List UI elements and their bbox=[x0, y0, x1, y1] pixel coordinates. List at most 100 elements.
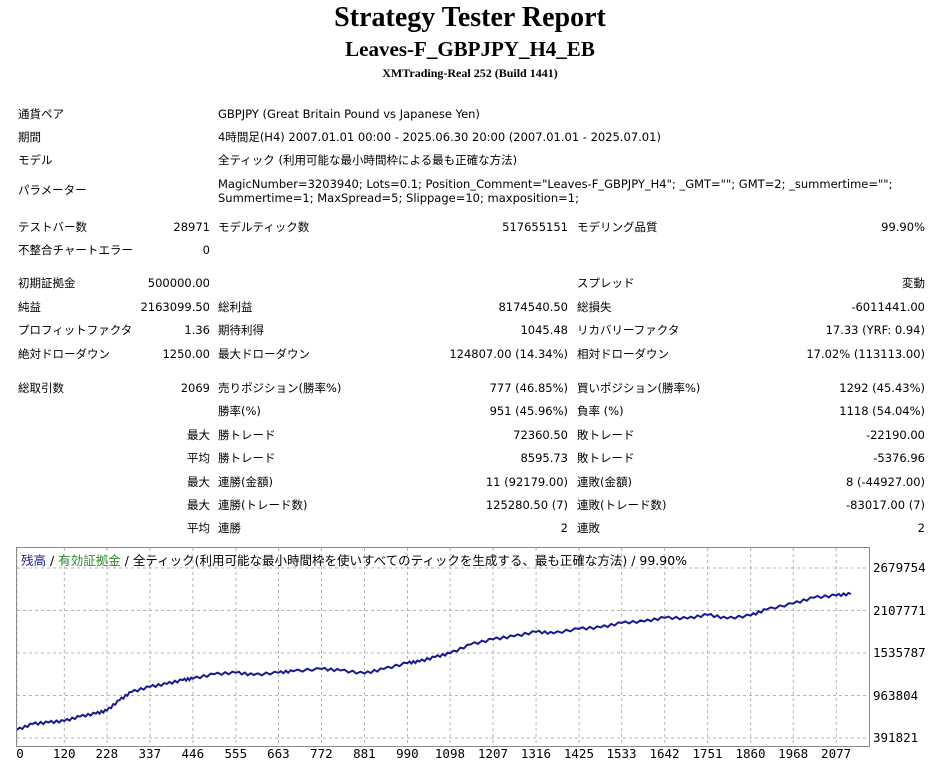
x-tick-label: 2077 bbox=[821, 746, 852, 761]
avg-label-1: 平均 bbox=[187, 451, 210, 465]
recovery-factor-value: 17.33 (YRF: 0.94) bbox=[825, 323, 925, 337]
average-win-value: 8595.73 bbox=[520, 451, 568, 465]
net-profit-label: 純益 bbox=[18, 300, 41, 314]
y-tick-label: 963804 bbox=[873, 687, 919, 703]
x-tick-label: 881 bbox=[353, 746, 376, 761]
max-consecutive-losses-label: 連敗(金額) bbox=[577, 475, 632, 489]
legend-balance: 残高 bbox=[21, 553, 47, 568]
quality-label: モデリング品質 bbox=[577, 220, 658, 234]
bars-value: 28971 bbox=[173, 220, 210, 234]
average-loss-value: -5376.96 bbox=[873, 451, 925, 465]
strategy-name: Leaves-F_GBPJPY_H4_EB bbox=[345, 37, 595, 61]
max-label-3: 最大 bbox=[187, 498, 210, 512]
largest-win-label: 勝トレード bbox=[218, 428, 276, 442]
average-win-label: 勝トレード bbox=[218, 451, 276, 465]
x-tick-label: 1207 bbox=[477, 746, 508, 761]
gross-profit-label: 総利益 bbox=[218, 300, 253, 314]
x-tick-label: 446 bbox=[181, 746, 205, 761]
spread-value: 変動 bbox=[902, 276, 925, 290]
relative-drawdown-value: 17.02% (113113.00) bbox=[806, 347, 925, 361]
chart-legend: 残高 / 有効証拠金 / 全ティック(利用可能な最小時間枠を使いすべてのティック… bbox=[21, 550, 687, 569]
max-consecutive-profit-label: 連勝(トレード数) bbox=[218, 498, 308, 512]
server-build: XMTrading-Real 252 (Build 1441) bbox=[382, 66, 558, 80]
x-tick-label: 1533 bbox=[606, 746, 637, 761]
expected-payoff-value: 1045.48 bbox=[520, 323, 568, 337]
max-consecutive-loss-amount-value: -83017.00 (7) bbox=[846, 498, 925, 512]
max-consecutive-loss-amount-label: 連敗(トレード数) bbox=[577, 498, 667, 512]
mismatch-label: 不整合チャートエラー bbox=[18, 243, 133, 257]
x-tick-label: 990 bbox=[396, 746, 419, 761]
x-tick-label: 1751 bbox=[692, 746, 723, 761]
max-drawdown-value: 124807.00 (14.34%) bbox=[449, 347, 568, 361]
largest-loss-label: 敗トレード bbox=[577, 428, 635, 442]
max-consecutive-wins-value: 11 (92179.00) bbox=[485, 475, 568, 489]
symbol-label: 通貨ペア bbox=[18, 107, 64, 121]
expected-payoff-label: 期待利得 bbox=[218, 323, 264, 337]
average-loss-label: 敗トレード bbox=[577, 451, 635, 465]
x-tick-label: 1098 bbox=[434, 746, 465, 761]
absolute-drawdown-value: 1250.00 bbox=[162, 347, 210, 361]
long-positions-value: 1292 (45.43%) bbox=[839, 381, 925, 395]
ticks-label: モデルティック数 bbox=[218, 220, 310, 234]
parameters-line-1: MagicNumber=3203940; Lots=0.1; Position_… bbox=[218, 177, 893, 191]
total-trades-value: 2069 bbox=[180, 381, 210, 395]
short-positions-label: 売りポジション(勝率%) bbox=[218, 381, 342, 395]
absolute-drawdown-label: 絶対ドローダウン bbox=[18, 347, 110, 361]
win-rate-label: 勝率(%) bbox=[218, 404, 261, 418]
avg-label-2: 平均 bbox=[187, 521, 210, 535]
legend-separator: / bbox=[46, 553, 59, 568]
long-positions-label: 買いポジション(勝率%) bbox=[577, 381, 701, 395]
net-profit-value: 2163099.50 bbox=[140, 300, 210, 314]
avg-consecutive-wins-value: 2 bbox=[560, 521, 568, 535]
profit-factor-value: 1.36 bbox=[184, 323, 210, 337]
x-tick-label: 1316 bbox=[520, 746, 551, 761]
period-label: 期間 bbox=[18, 130, 41, 144]
profit-factor-label: プロフィットファクタ bbox=[18, 323, 133, 337]
max-drawdown-label: 最大ドローダウン bbox=[218, 347, 310, 361]
y-tick-label: 1535787 bbox=[873, 645, 926, 660]
balance-chart bbox=[16, 547, 870, 747]
deposit-label: 初期証拠金 bbox=[18, 276, 76, 290]
balance-chart-svg bbox=[16, 548, 869, 746]
y-tick-label: 2107771 bbox=[873, 602, 926, 618]
x-tick-label: 228 bbox=[95, 746, 119, 761]
x-tick-label: 120 bbox=[52, 746, 76, 761]
loss-rate-value: 1118 (54.04%) bbox=[839, 404, 925, 418]
gross-loss-label: 総損失 bbox=[577, 300, 612, 314]
loss-rate-label: 負率 (%) bbox=[577, 404, 624, 418]
gross-loss-value: -6011441.00 bbox=[851, 300, 925, 314]
x-tick-label: 555 bbox=[224, 746, 248, 761]
legend-model-info: / 全ティック(利用可能な最小時間枠を使いすべてのティックを生成する、最も正確な… bbox=[120, 553, 688, 568]
mismatch-value: 0 bbox=[202, 243, 210, 257]
report-title: Strategy Tester Report bbox=[334, 2, 606, 33]
max-consecutive-wins-label: 連勝(金額) bbox=[218, 475, 273, 489]
x-tick-label: 1425 bbox=[563, 746, 594, 761]
max-label-2: 最大 bbox=[187, 475, 210, 489]
short-positions-value: 777 (46.85%) bbox=[489, 381, 568, 395]
largest-win-value: 72360.50 bbox=[513, 428, 568, 442]
win-rate-value: 951 (45.96%) bbox=[489, 404, 568, 418]
avg-consecutive-losses-label: 連敗 bbox=[577, 521, 600, 535]
max-consecutive-losses-value: 8 (-44927.00) bbox=[846, 475, 925, 489]
x-tick-label: 337 bbox=[138, 746, 162, 761]
deposit-value: 500000.00 bbox=[147, 276, 210, 290]
parameters-label: パラメーター bbox=[18, 183, 87, 197]
x-tick-label: 1860 bbox=[735, 746, 766, 761]
bars-label: テストバー数 bbox=[18, 220, 87, 234]
x-tick-label: 663 bbox=[267, 746, 290, 761]
largest-loss-value: -22190.00 bbox=[865, 428, 925, 442]
quality-value: 99.90% bbox=[881, 220, 925, 234]
avg-consecutive-wins-label: 連勝 bbox=[218, 521, 241, 535]
relative-drawdown-label: 相対ドローダウン bbox=[577, 347, 669, 361]
model-value: 全ティック (利用可能な最小時間枠による最も正確な方法) bbox=[218, 153, 518, 167]
max-consecutive-profit-value: 125280.50 (7) bbox=[485, 498, 568, 512]
x-tick-label: 772 bbox=[310, 746, 333, 761]
spread-label: スプレッド bbox=[577, 276, 635, 290]
symbol-value: GBPJPY (Great Britain Pound vs Japanese … bbox=[218, 107, 480, 121]
x-tick-label: 1642 bbox=[649, 746, 680, 761]
balance-line bbox=[16, 591, 852, 731]
ticks-value: 517655151 bbox=[502, 220, 568, 234]
x-tick-label: 0 bbox=[16, 746, 24, 761]
max-label-1: 最大 bbox=[187, 428, 210, 442]
legend-equity: 有効証拠金 bbox=[58, 553, 121, 568]
